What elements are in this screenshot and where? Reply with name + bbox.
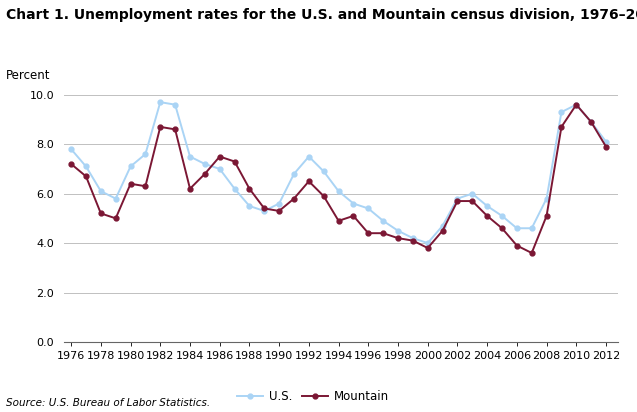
U.S.: [82, 164, 90, 169]
Mountain: [290, 196, 298, 201]
Mountain: [231, 159, 238, 164]
Line: U.S.: U.S.: [69, 100, 608, 246]
U.S.: [320, 169, 327, 174]
Mountain: [602, 144, 610, 149]
U.S.: [157, 100, 164, 105]
U.S.: [275, 201, 283, 206]
Mountain: [379, 231, 387, 236]
U.S.: [305, 154, 313, 159]
U.S.: [216, 166, 224, 171]
U.S.: [498, 213, 506, 218]
Mountain: [216, 154, 224, 159]
U.S.: [350, 201, 357, 206]
Mountain: [364, 231, 372, 236]
U.S.: [261, 208, 268, 213]
Mountain: [171, 127, 179, 132]
U.S.: [290, 171, 298, 176]
U.S.: [602, 139, 610, 144]
U.S.: [483, 204, 491, 208]
Mountain: [468, 199, 476, 204]
Mountain: [97, 211, 104, 216]
Mountain: [498, 226, 506, 231]
U.S.: [468, 191, 476, 196]
Mountain: [335, 218, 343, 223]
Mountain: [141, 184, 149, 189]
Mountain: [68, 162, 75, 166]
U.S.: [409, 236, 417, 241]
U.S.: [171, 102, 179, 107]
U.S.: [557, 110, 565, 115]
U.S.: [394, 228, 402, 233]
Mountain: [513, 243, 520, 248]
U.S.: [97, 189, 104, 194]
Mountain: [587, 119, 595, 124]
U.S.: [573, 102, 580, 107]
Text: Percent: Percent: [6, 69, 51, 82]
Mountain: [350, 213, 357, 218]
U.S.: [186, 154, 194, 159]
U.S.: [424, 241, 431, 246]
U.S.: [68, 147, 75, 152]
U.S.: [112, 196, 120, 201]
U.S.: [231, 186, 238, 191]
Mountain: [454, 199, 461, 204]
Mountain: [543, 213, 550, 218]
Mountain: [275, 208, 283, 213]
Mountain: [82, 174, 90, 179]
U.S.: [201, 162, 209, 166]
Mountain: [409, 238, 417, 243]
U.S.: [379, 218, 387, 223]
Line: Mountain: Mountain: [69, 102, 608, 255]
U.S.: [246, 204, 254, 208]
U.S.: [543, 196, 550, 201]
U.S.: [587, 119, 595, 124]
U.S.: [513, 226, 520, 231]
Mountain: [394, 236, 402, 241]
Mountain: [261, 206, 268, 211]
Mountain: [127, 181, 134, 186]
U.S.: [364, 206, 372, 211]
Text: Source: U.S. Bureau of Labor Statistics.: Source: U.S. Bureau of Labor Statistics.: [6, 398, 210, 408]
Mountain: [424, 246, 431, 250]
Mountain: [157, 124, 164, 129]
U.S.: [528, 226, 536, 231]
Legend: U.S., Mountain: U.S., Mountain: [233, 385, 394, 407]
Mountain: [186, 186, 194, 191]
Mountain: [557, 124, 565, 129]
U.S.: [141, 152, 149, 157]
Mountain: [528, 250, 536, 255]
Mountain: [246, 186, 254, 191]
Mountain: [201, 171, 209, 176]
U.S.: [439, 223, 447, 228]
Mountain: [320, 194, 327, 199]
Text: Chart 1. Unemployment rates for the U.S. and Mountain census division, 1976–2012: Chart 1. Unemployment rates for the U.S.…: [6, 8, 637, 22]
Mountain: [483, 213, 491, 218]
Mountain: [439, 228, 447, 233]
Mountain: [305, 179, 313, 184]
Mountain: [573, 102, 580, 107]
U.S.: [127, 164, 134, 169]
Mountain: [112, 216, 120, 221]
U.S.: [335, 189, 343, 194]
U.S.: [454, 196, 461, 201]
